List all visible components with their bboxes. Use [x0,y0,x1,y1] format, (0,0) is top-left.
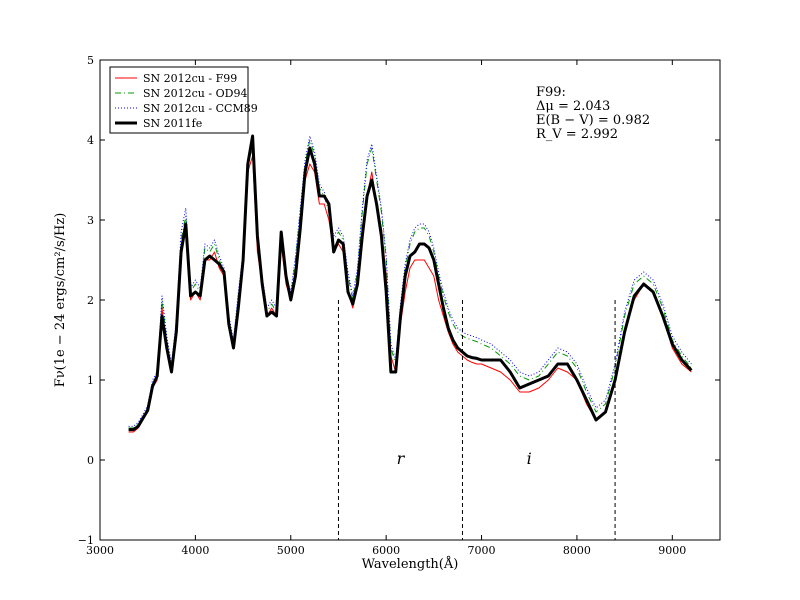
annotation-line: F99: [536,85,566,100]
x-tick-label: 6000 [372,544,400,557]
y-tick-label: 1 [87,374,94,387]
x-tick-label: 4000 [181,544,209,557]
x-axis-ticks: 3000 4000 5000 6000 7000 8000 9000 [86,60,686,557]
annotation-line: Δμ = 2.043 [536,99,610,114]
series-layer [128,134,693,433]
y-tick-label: 2 [87,294,94,307]
y-tick-label: −1 [78,534,94,547]
y-tick-label: 5 [87,54,94,67]
y-axis-title: Fν(1e − 24 ergs/cm²/s/Hz) [53,213,68,388]
y-axis-ticks: −1 0 1 2 3 4 5 [78,54,720,547]
legend-entry-label: SN 2011fe [143,117,202,130]
x-tick-label: 5000 [277,544,305,557]
y-tick-label: 4 [87,134,94,147]
y-tick-label: 3 [87,214,94,227]
legend-entry-label: SN 2012cu - CCM89 [143,102,258,115]
x-tick-label: 8000 [563,544,591,557]
x-tick-label: 7000 [468,544,496,557]
annotation-line: R_V = 2.992 [536,127,618,142]
legend-entry-label: SN 2012cu - OD94 [143,87,247,100]
annotation-line: E(B − V) = 0.982 [536,113,650,128]
x-tick-label: 9000 [658,544,686,557]
series-line-2 [128,135,692,427]
band-label-i: i [527,449,532,468]
x-tick-label: 3000 [86,544,114,557]
band-lines [337,300,616,540]
x-axis-title: Wavelength(Å) [362,556,459,572]
y-tick-label: 0 [87,454,94,467]
legend-entry-label: SN 2012cu - F99 [143,72,237,85]
series-line-3 [128,134,693,432]
legend: SN 2012cu - F99 SN 2012cu - OD94 SN 2012cu… [109,66,258,134]
band-label-r: r [397,449,406,468]
